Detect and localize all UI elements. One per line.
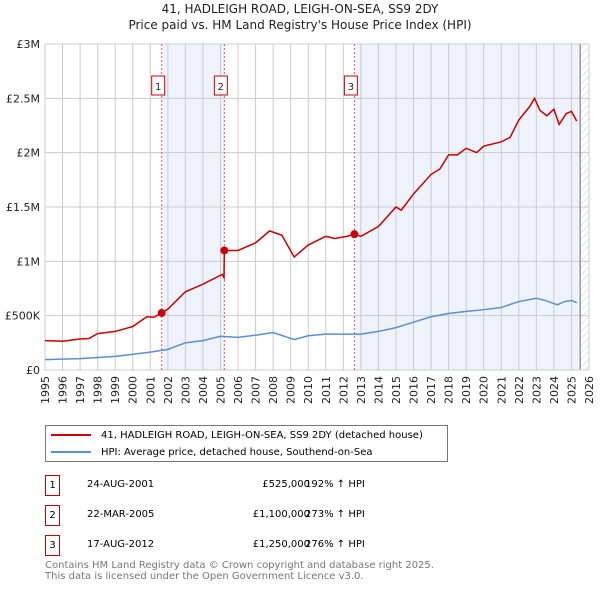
x-tick-label: 2006 bbox=[232, 376, 245, 404]
x-tick-label: 2011 bbox=[320, 376, 333, 404]
sale-row: 1 24-AUG-2001 £525,000 192% ↑ HPI bbox=[45, 475, 465, 496]
series-line-hpi bbox=[44, 297, 578, 361]
x-tick-label: 2003 bbox=[179, 376, 192, 404]
sale-date: 22-MAR-2005 bbox=[87, 509, 155, 520]
legend-line-red bbox=[51, 434, 91, 436]
x-tick-label: 2015 bbox=[390, 376, 403, 404]
x-tick-label: 1997 bbox=[74, 376, 87, 404]
sale-marker-label: 3 bbox=[348, 82, 354, 93]
x-tick-label: 2010 bbox=[302, 376, 315, 404]
x-tick-label: 2026 bbox=[583, 376, 596, 404]
x-tick-label: 2002 bbox=[162, 376, 175, 404]
sale-point bbox=[350, 230, 359, 239]
footer-licence: This data is licensed under the Open Gov… bbox=[45, 571, 364, 582]
x-tick-label: 2019 bbox=[460, 376, 473, 404]
sale-hpi-change: 276% ↑ HPI bbox=[305, 539, 365, 550]
sale-price: £525,000 bbox=[262, 479, 310, 490]
x-tick-label: 1998 bbox=[92, 376, 105, 404]
x-tick-label: 2008 bbox=[267, 376, 280, 404]
sale-price: £1,100,000 bbox=[252, 509, 310, 520]
y-tick-label: £0 bbox=[26, 364, 40, 377]
sale-marker-box bbox=[151, 75, 166, 96]
y-tick-label: £500K bbox=[5, 310, 41, 323]
x-tick-label: 2023 bbox=[530, 376, 543, 404]
x-tick-label: 1999 bbox=[109, 376, 122, 404]
x-tick-label: 2017 bbox=[425, 376, 438, 404]
sale-price: £1,250,000 bbox=[252, 539, 310, 550]
sale-point bbox=[157, 308, 166, 317]
x-tick-label: 2024 bbox=[548, 376, 561, 404]
sale-row: 3 17-AUG-2012 £1,250,000 276% ↑ HPI bbox=[45, 535, 465, 556]
y-tick-label: £1M bbox=[17, 255, 41, 268]
legend: 41, HADLEIGH ROAD, LEIGH-ON-SEA, SS9 2DY… bbox=[45, 425, 448, 462]
legend-item-hpi: HPI: Average price, detached house, Sout… bbox=[51, 444, 373, 460]
x-tick-label: 1995 bbox=[39, 376, 52, 404]
y-tick-label: £2.5M bbox=[6, 92, 40, 105]
legend-label: HPI: Average price, detached house, Sout… bbox=[101, 446, 373, 458]
y-tick-label: £1.5M bbox=[6, 201, 40, 214]
sale-hpi-change: 192% ↑ HPI bbox=[305, 479, 365, 490]
x-tick-label: 2025 bbox=[565, 376, 578, 404]
x-tick-label: 2001 bbox=[144, 376, 157, 404]
x-tick-label: 2018 bbox=[443, 376, 456, 404]
x-tick-label: 2016 bbox=[408, 376, 421, 404]
sale-marker-label: 2 bbox=[218, 82, 224, 93]
sale-point bbox=[220, 246, 229, 255]
sale-marker-box bbox=[343, 75, 358, 96]
sale-marker: 3 bbox=[45, 535, 60, 556]
x-tick-label: 2020 bbox=[478, 376, 491, 404]
chart-title: 41, HADLEIGH ROAD, LEIGH-ON-SEA, SS9 2DY bbox=[161, 2, 439, 16]
x-tick-label: 2007 bbox=[250, 376, 263, 404]
x-tick-label: 2012 bbox=[337, 376, 350, 404]
legend-line-blue bbox=[51, 451, 91, 453]
sale-marker-box bbox=[213, 75, 228, 96]
x-tick-label: 2022 bbox=[513, 376, 526, 404]
sale-date: 17-AUG-2012 bbox=[87, 539, 155, 550]
footer-copyright: Contains HM Land Registry data © Crown c… bbox=[45, 560, 434, 571]
y-tick-label: £3M bbox=[17, 38, 41, 51]
x-tick-label: 2004 bbox=[197, 376, 210, 404]
sale-hpi-change: 273% ↑ HPI bbox=[305, 509, 365, 520]
x-tick-label: 2005 bbox=[214, 376, 227, 404]
plot-area: 1995 1996 1997 1998 1999 2000 2001 2002 2003 2004… bbox=[5, 38, 596, 404]
sale-marker: 2 bbox=[45, 505, 60, 526]
plot-border bbox=[44, 43, 590, 371]
x-tick-label: 2013 bbox=[355, 376, 368, 404]
sale-date: 24-AUG-2001 bbox=[87, 479, 155, 490]
y-tick-label: £2M bbox=[17, 147, 41, 160]
x-tick-label: 2021 bbox=[495, 376, 508, 404]
sale-marker-label: 1 bbox=[155, 82, 161, 93]
x-tick-label: 2014 bbox=[372, 376, 385, 404]
x-tick-label: 2009 bbox=[285, 376, 298, 404]
chart-subtitle: Price paid vs. HM Land Registry's House … bbox=[128, 18, 472, 32]
legend-label: 41, HADLEIGH ROAD, LEIGH-ON-SEA, SS9 2DY… bbox=[101, 429, 423, 441]
legend-item-property: 41, HADLEIGH ROAD, LEIGH-ON-SEA, SS9 2DY… bbox=[51, 427, 423, 443]
sale-row: 2 22-MAR-2005 £1,100,000 273% ↑ HPI bbox=[45, 505, 465, 526]
sale-marker: 1 bbox=[45, 475, 60, 496]
x-tick-label: 2000 bbox=[127, 376, 140, 404]
x-tick-label: 1996 bbox=[57, 376, 70, 404]
